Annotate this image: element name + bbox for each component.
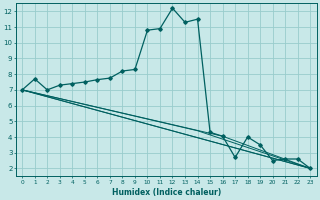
X-axis label: Humidex (Indice chaleur): Humidex (Indice chaleur) — [112, 188, 221, 197]
